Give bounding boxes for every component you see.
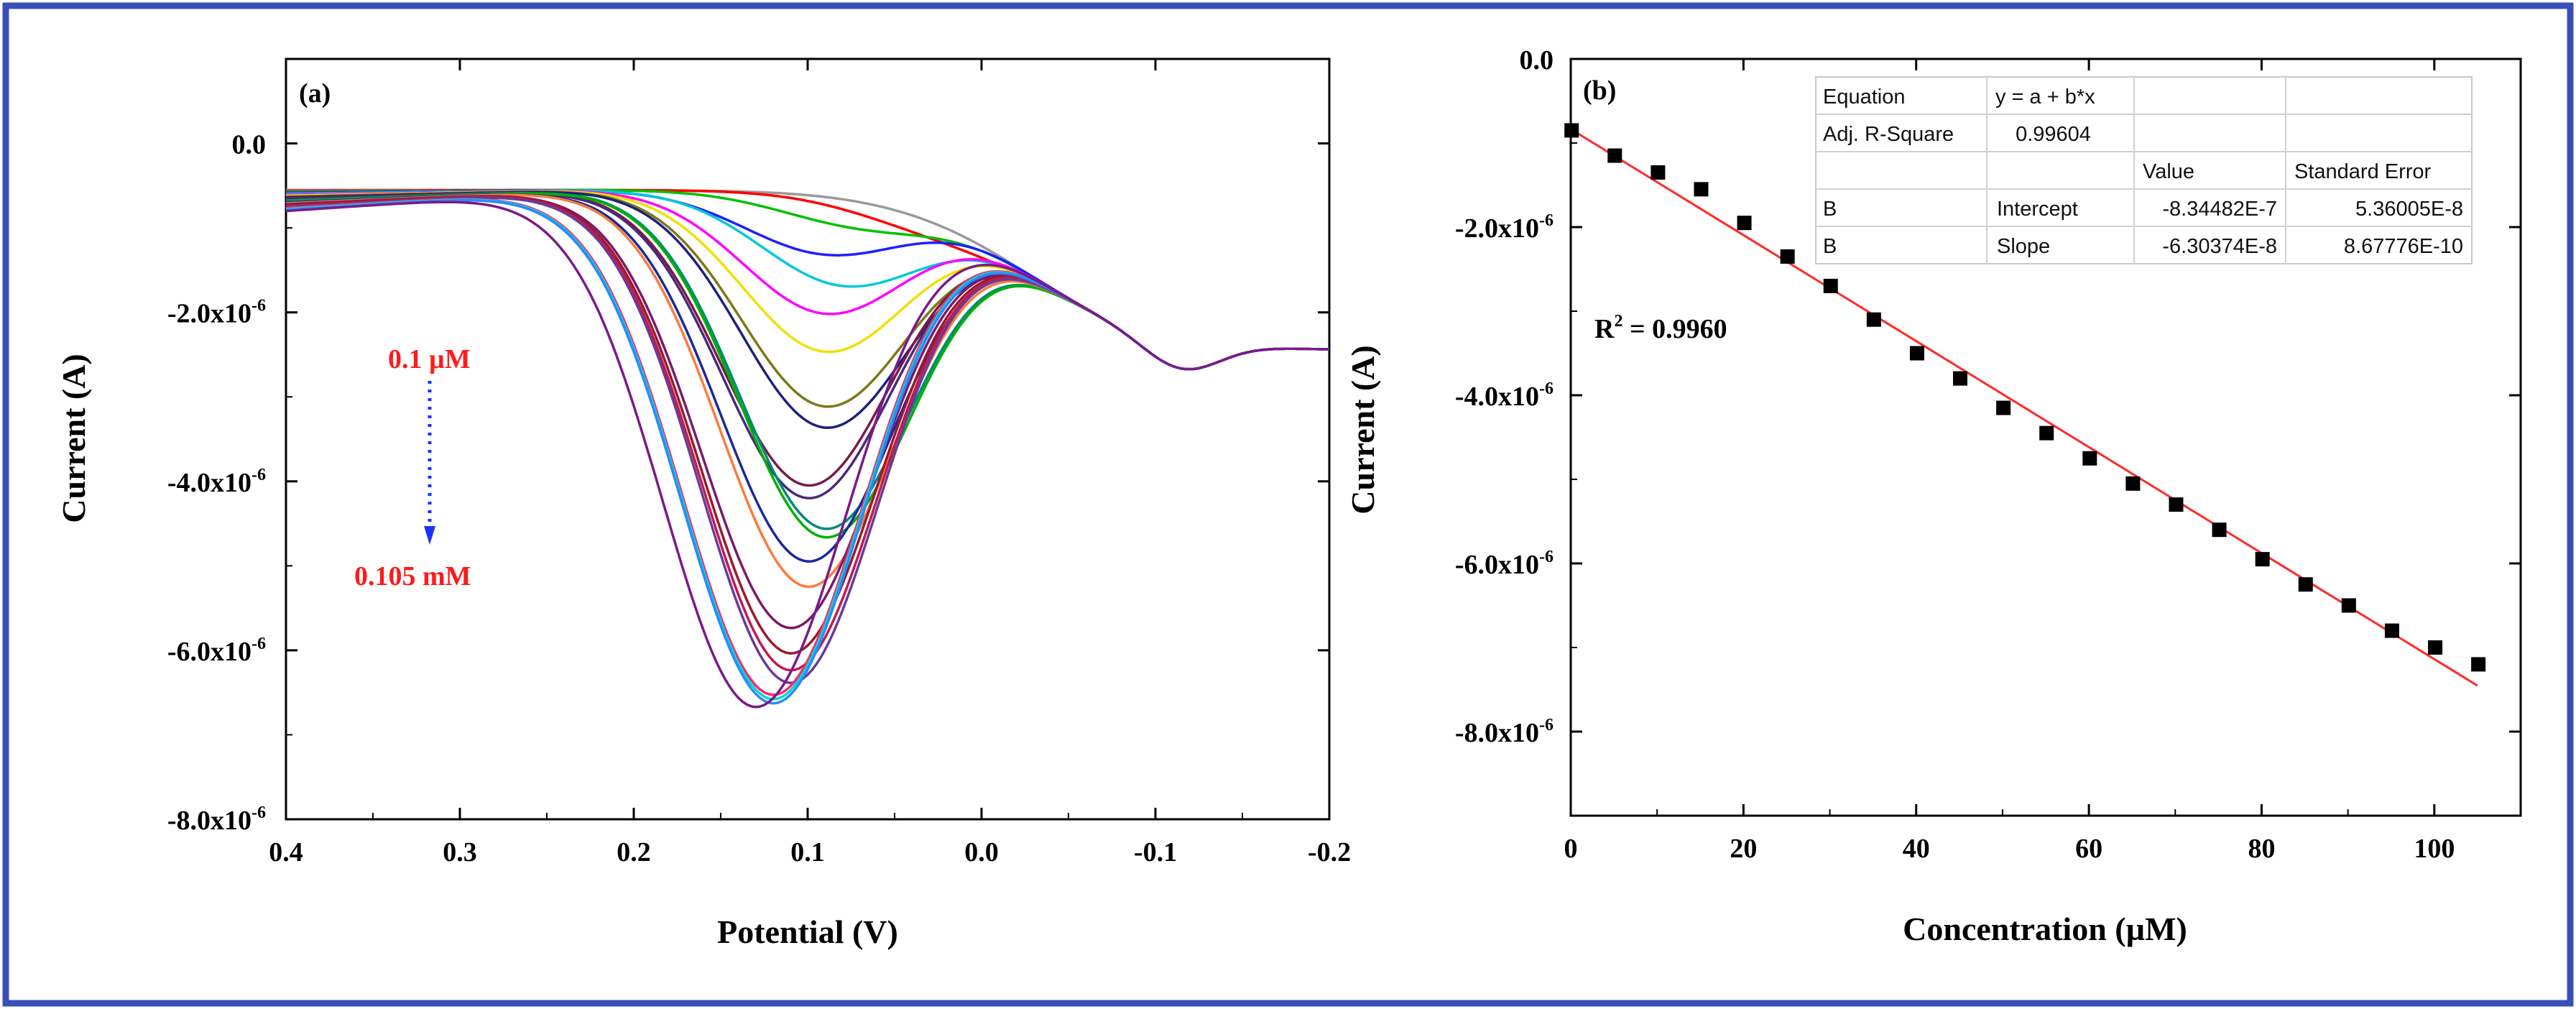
panel-b-data-point (2169, 497, 2184, 512)
panel-b-data-point (1694, 182, 1709, 197)
panel-b-data-point (2341, 598, 2356, 613)
table-cell: Intercept (1997, 198, 2078, 221)
panel-a-x-tick-label: -0.2 (1308, 837, 1351, 867)
panel-b-data-point (2082, 451, 2097, 466)
panel-a-y-tick-label: -2.0x10-6 (167, 297, 266, 329)
panel-b-data-point (2125, 476, 2141, 491)
panel-b-data-point (1564, 123, 1579, 138)
panel-b-x-tick-label: 0 (1564, 834, 1578, 864)
panel-a-x-tick-label: -0.1 (1134, 837, 1177, 867)
panel-b-data-point (1651, 165, 1666, 180)
panel-b-data-point (1823, 278, 1838, 293)
panel-b-points (1564, 123, 2486, 672)
panel-a-x-axis-label: Potential (V) (717, 913, 898, 950)
panel-b-data-point (2384, 623, 2399, 638)
panel-b-data-point (1996, 400, 2011, 415)
table-cell: Standard Error (2294, 160, 2432, 183)
panel-b-data-point (2471, 657, 2486, 672)
panel-a-arrowhead (424, 526, 435, 545)
panel-b-data-point (2298, 577, 2313, 592)
panel-b-data-point (1866, 312, 1881, 327)
panel-b-x-tick-label: 80 (2248, 834, 2275, 864)
panel-b-y-tick-label: -8.0x10-6 (1455, 716, 1554, 748)
panel-b-fit-line (1570, 128, 2478, 687)
panel-b-data-point (2428, 640, 2443, 655)
table-cell: Value (2143, 160, 2194, 183)
panel-b-y-axis-label: Current (A) (1344, 345, 1381, 514)
panel-a: 0.4 0.3 0.2 0.1 0.0 -0.1 -0.2 0.0 -2.0x10-6 -4.0… (55, 57, 1351, 950)
panel-b-y-tick-label: -6.0x10-6 (1455, 548, 1554, 580)
table-cell: Adj. R-Square (1823, 123, 1954, 146)
panel-a-annotation-start: 0.1 µM (388, 344, 471, 374)
panel-b-data-point (1607, 148, 1622, 163)
panel-a-y-tick-label: -4.0x10-6 (167, 466, 266, 498)
panel-a-label: (a) (299, 78, 331, 109)
panel-b-data-point (1909, 346, 1924, 361)
fit-statistics-table: Equation y = a + b*x Adj. R-Square 0.99604 V… (1815, 76, 2473, 264)
panel-b-x-tick-labels: 0 20 40 60 80 100 (1564, 834, 2455, 864)
panel-a-curve (285, 201, 1330, 709)
panel-a-annotation-end: 0.105 mM (354, 561, 471, 591)
panel-a-x-tick-label: 0.3 (443, 837, 477, 867)
panel-a-y-tick-label: -6.0x10-6 (167, 635, 266, 667)
table-cell: 5.36005E-8 (2355, 198, 2463, 221)
table-cell: -8.34482E-7 (2162, 198, 2277, 221)
panel-a-curves (285, 188, 1330, 709)
panel-a-y-tick-label: -8.0x10-6 (167, 803, 266, 836)
panel-b-ticks (1569, 57, 2521, 816)
panel-a-x-tick-label: 0.4 (269, 837, 303, 867)
table-cell: B (1823, 235, 1837, 258)
panel-a-x-tick-labels: 0.4 0.3 0.2 0.1 0.0 -0.1 -0.2 (269, 837, 1351, 867)
panel-b-y-tick-label: -4.0x10-6 (1455, 379, 1554, 412)
panel-b-y-tick-label: 0.0 (1520, 45, 1554, 75)
table-cell: -6.30374E-8 (2162, 235, 2277, 258)
panel-b-x-tick-label: 100 (2414, 834, 2455, 864)
panel-b-y-tick-labels: 0.0 -2.0x10-6 -4.0x10-6 -6.0x10-6 -8.0x10-6 (1455, 45, 1554, 748)
r-squared-annotation: R2 = 0.9960 (1594, 312, 1727, 344)
table-cell: 0.99604 (2016, 123, 2091, 146)
panel-a-x-tick-label: 0.1 (790, 837, 825, 867)
panel-a-x-tick-label: 0.0 (964, 837, 999, 867)
panel-b-data-point (2039, 425, 2054, 441)
panel-a-y-tick-label: 0.0 (232, 130, 267, 160)
panel-a-plot-area (285, 57, 1331, 821)
panel-b-label: (b) (1583, 75, 1616, 106)
table-cell: Slope (1997, 235, 2050, 258)
table-cell: Equation (1823, 86, 1906, 109)
panel-a-ticks (285, 58, 1331, 821)
panel-b: 0 20 40 60 80 100 0.0 -2.0x10-6 -4.0x10-6 -6.0x1… (1344, 45, 2522, 947)
panel-b-data-point (2255, 552, 2270, 567)
panel-b-data-point (1953, 371, 1968, 386)
table-cell: B (1823, 198, 1837, 221)
panel-b-x-tick-label: 60 (2075, 834, 2102, 864)
panel-b-data-point (2212, 522, 2227, 538)
panel-b-x-tick-label: 40 (1903, 834, 1930, 864)
panel-b-data-point (1780, 249, 1795, 264)
panel-a-y-tick-labels: 0.0 -2.0x10-6 -4.0x10-6 -6.0x10-6 -8.0x10-6 (167, 130, 266, 836)
table-cell: 8.67776E-10 (2344, 235, 2463, 258)
table-cell: y = a + b*x (1995, 86, 2095, 109)
panel-a-y-axis-label: Current (A) (55, 354, 92, 522)
panel-a-x-tick-label: 0.2 (617, 837, 651, 867)
panel-b-y-tick-label: -2.0x10-6 (1455, 211, 1554, 244)
panel-b-x-tick-label: 20 (1730, 834, 1757, 864)
table-border (1815, 76, 2473, 264)
panel-b-data-point (1737, 216, 1752, 231)
panel-b-x-axis-label: Concentration (µM) (1903, 911, 2187, 947)
